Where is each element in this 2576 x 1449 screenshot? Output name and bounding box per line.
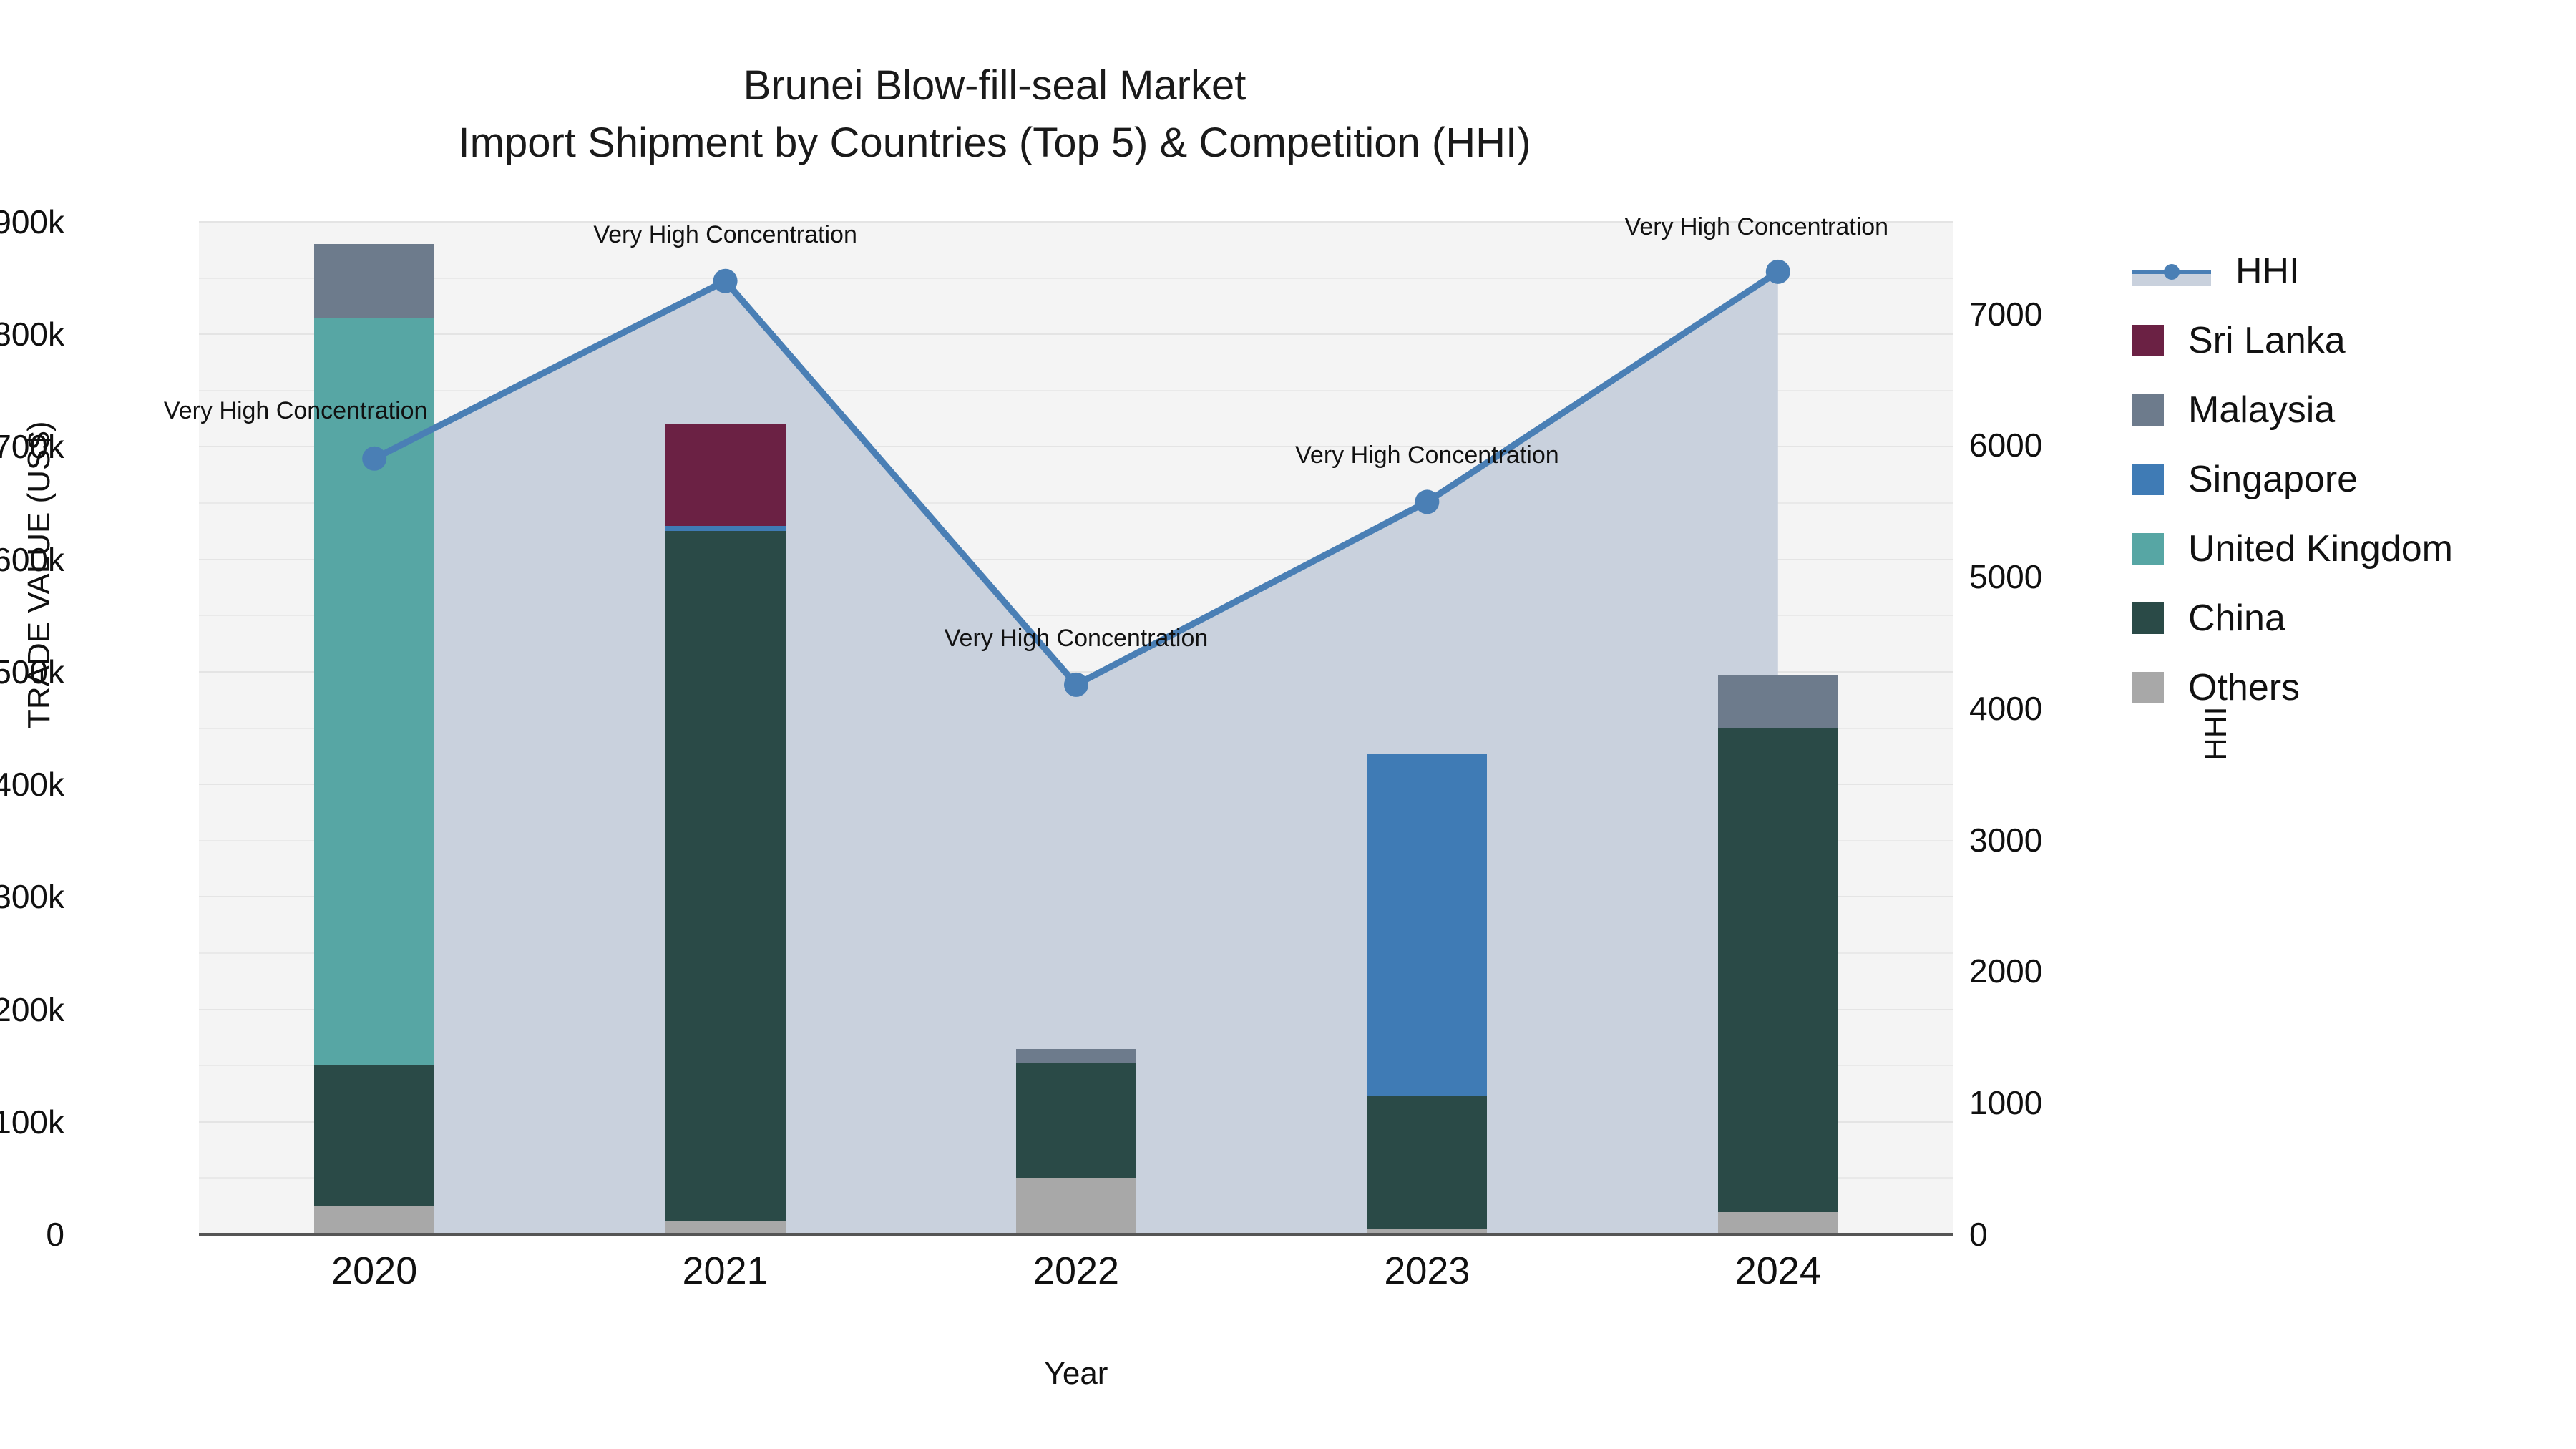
gridline [199, 558, 1953, 560]
bar-segment-united-kingdom[interactable] [314, 317, 435, 1066]
hhi-marker-2023[interactable] [1415, 489, 1440, 514]
gridline [199, 389, 1953, 391]
bar-segment-singapore[interactable] [665, 525, 786, 532]
x-tick-2024[interactable]: 2024 [1735, 1249, 1821, 1292]
y-right-tick-5000: 5000 [1969, 558, 2043, 596]
legend-item-united-kingdom[interactable]: United Kingdom [2132, 514, 2562, 583]
y-left-tick-700k: 700k [0, 428, 64, 466]
y-left-tick-100k: 100k [0, 1103, 64, 1141]
hhi-marker-2021[interactable] [713, 268, 738, 293]
legend-label: Malaysia [2188, 389, 2336, 431]
hhi-marker-2022[interactable] [1064, 672, 1088, 697]
y-right-tick-1000: 1000 [1969, 1084, 2043, 1122]
hhi-line [362, 259, 1790, 697]
legend-swatch-icon [2132, 394, 2164, 426]
legend-label: China [2188, 597, 2285, 639]
bar-segment-others[interactable] [314, 1206, 435, 1234]
bar-group-2022[interactable] [1016, 1048, 1136, 1234]
legend-label: United Kingdom [2188, 527, 2453, 570]
gridline [199, 446, 1953, 448]
legend-swatch-icon [2132, 324, 2164, 356]
y-right-tick-4000: 4000 [1969, 689, 2043, 727]
y-left-tick-300k: 300k [0, 878, 64, 916]
gridline [199, 615, 1953, 617]
annotation-2023: Very High Concentration [1295, 441, 1559, 469]
y-left-tick-200k: 200k [0, 990, 64, 1028]
legend-swatch-icon [2132, 671, 2164, 703]
y-left-tick-0: 0 [46, 1216, 64, 1253]
legend-label: Others [2188, 666, 2301, 708]
bar-segment-china[interactable] [314, 1065, 435, 1206]
legend-label: Sri Lanka [2188, 319, 2346, 361]
bar-segment-others[interactable] [1717, 1211, 1838, 1234]
legend-item-singapore[interactable]: Singapore [2132, 444, 2562, 514]
legend: HHI Sri Lanka Malaysia Singapore United King… [2132, 236, 2562, 722]
legend-swatch-icon [2132, 532, 2164, 565]
chart-title-line1: Brunei Blow-fill-seal Market [743, 62, 1246, 109]
gridline [199, 670, 1953, 673]
bar-segment-malaysia[interactable] [1016, 1048, 1136, 1064]
bar-segment-sri-lanka[interactable] [665, 424, 786, 526]
annotation-2020: Very High Concentration [163, 396, 428, 424]
x-axis-line [199, 1233, 1953, 1236]
bar-segment-china[interactable] [1717, 728, 1838, 1212]
bar-segment-others[interactable] [665, 1221, 786, 1234]
x-tick-2022[interactable]: 2022 [1033, 1249, 1120, 1292]
bar-segment-china[interactable] [665, 531, 786, 1221]
y-right-tick-7000: 7000 [1969, 295, 2043, 333]
hhi-marker-2020[interactable] [362, 446, 387, 471]
legend-label: HHI [2235, 250, 2300, 292]
y-right-tick-6000: 6000 [1969, 426, 2043, 464]
annotation-2022: Very High Concentration [944, 624, 1209, 652]
y-left-tick-900k: 900k [0, 203, 64, 240]
gridline [199, 502, 1953, 504]
legend-swatch-icon [2132, 602, 2164, 634]
annotation-2024: Very High Concentration [1624, 213, 1889, 240]
x-tick-2020[interactable]: 2020 [331, 1249, 418, 1292]
bar-group-2023[interactable] [1367, 753, 1488, 1234]
y-left-tick-800k: 800k [0, 316, 64, 353]
hhi-marker-2024[interactable] [1765, 259, 1790, 284]
gridline [199, 221, 1953, 223]
bar-segment-singapore[interactable] [1367, 753, 1488, 1096]
bar-segment-malaysia[interactable] [314, 244, 435, 318]
legend-item-china[interactable]: China [2132, 583, 2562, 653]
x-tick-2021[interactable]: 2021 [682, 1249, 769, 1292]
legend-item-others[interactable]: Others [2132, 653, 2562, 722]
legend-item-hhi[interactable]: HHI [2132, 236, 2562, 306]
legend-label: Singapore [2188, 458, 2358, 500]
chart-title: Brunei Blow-fill-seal Market Import Ship… [0, 57, 1989, 172]
y-right-tick-3000: 3000 [1969, 821, 2043, 859]
legend-item-sri-lanka[interactable]: Sri Lanka [2132, 306, 2562, 375]
hhi-polyline [371, 268, 1782, 688]
x-tick-2023[interactable]: 2023 [1384, 1249, 1470, 1292]
y-axis-left-label: TRADE VALUE (US$) [21, 421, 57, 729]
y-right-tick-2000: 2000 [1969, 952, 2043, 990]
gridline [199, 333, 1953, 336]
y-left-tick-600k: 600k [0, 540, 64, 578]
legend-line-icon [2132, 255, 2211, 287]
bar-group-2021[interactable] [665, 424, 786, 1234]
annotation-2021: Very High Concentration [593, 220, 857, 248]
bar-group-2020[interactable] [314, 244, 435, 1234]
plot-area: Very High Concentration Very High Concent… [164, 213, 1953, 1235]
bar-segment-others[interactable] [1016, 1178, 1136, 1234]
gridline [199, 277, 1953, 279]
bar-segment-china[interactable] [1367, 1096, 1488, 1229]
bar-segment-china[interactable] [1016, 1063, 1136, 1179]
bar-group-2024[interactable] [1717, 675, 1838, 1234]
legend-item-malaysia[interactable]: Malaysia [2132, 375, 2562, 444]
bar-segment-others[interactable] [1367, 1229, 1488, 1234]
chart-title-line2: Import Shipment by Countries (Top 5) & C… [458, 119, 1531, 167]
y-left-tick-500k: 500k [0, 653, 64, 691]
bar-segment-malaysia[interactable] [1717, 675, 1838, 728]
legend-swatch-icon [2132, 463, 2164, 495]
y-right-tick-0: 0 [1969, 1216, 1988, 1253]
x-axis-label: Year [1044, 1356, 1108, 1391]
y-left-tick-400k: 400k [0, 766, 64, 804]
